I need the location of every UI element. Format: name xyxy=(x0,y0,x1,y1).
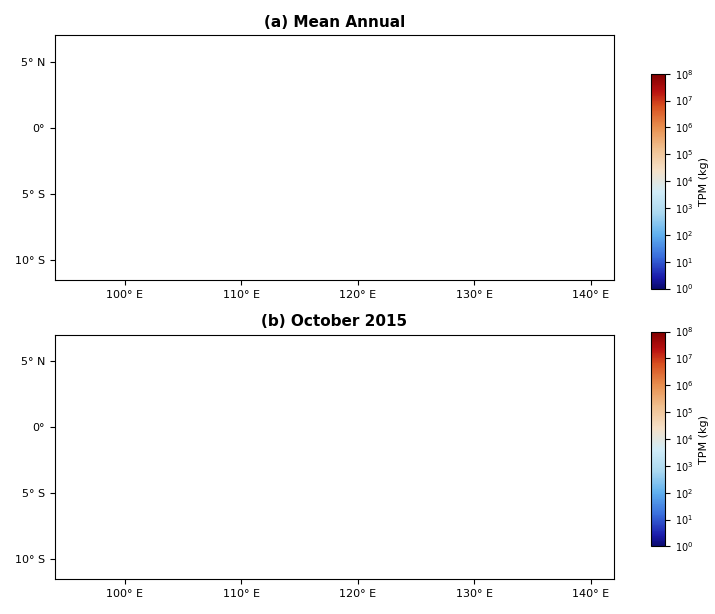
Y-axis label: TPM (kg): TPM (kg) xyxy=(699,157,709,206)
Y-axis label: TPM (kg): TPM (kg) xyxy=(699,414,709,464)
Title: (a) Mean Annual: (a) Mean Annual xyxy=(264,15,405,30)
Title: (b) October 2015: (b) October 2015 xyxy=(262,314,408,330)
